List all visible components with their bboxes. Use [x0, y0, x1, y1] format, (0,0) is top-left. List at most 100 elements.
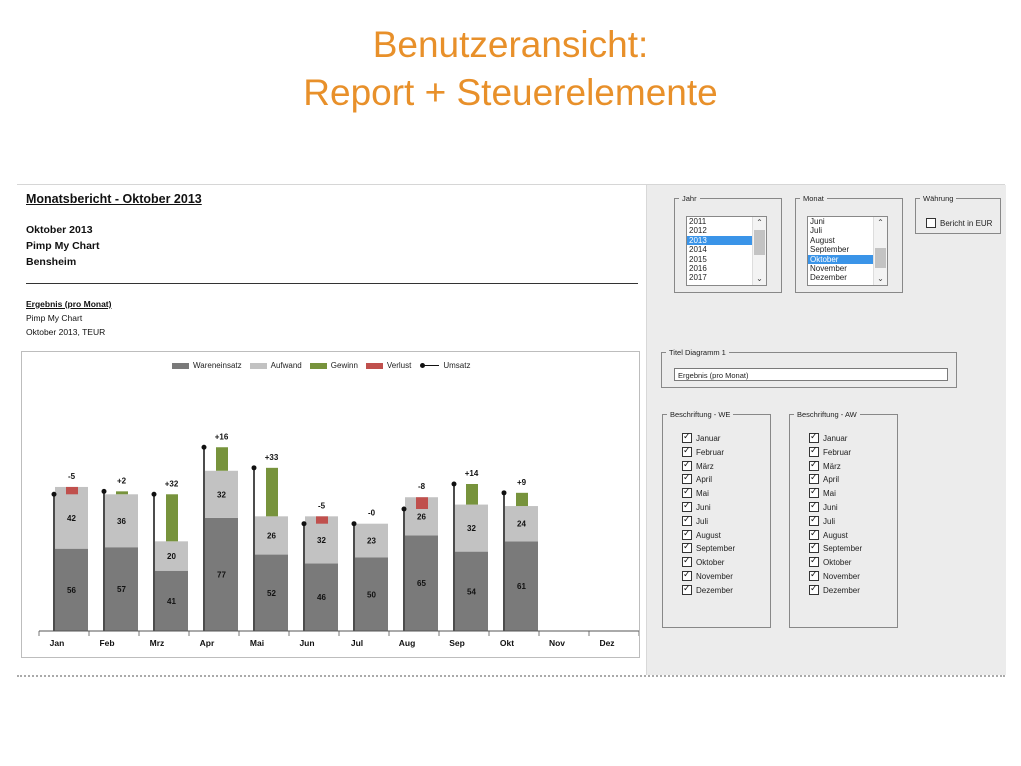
checkbox-label: Juli	[823, 516, 836, 526]
checkbox[interactable]	[682, 486, 692, 499]
checkbox[interactable]	[809, 569, 819, 581]
we-option-8[interactable]: September	[682, 541, 735, 554]
legend-label: Umsatz	[443, 361, 471, 370]
we-option-10[interactable]: November	[682, 569, 733, 582]
checkbox[interactable]	[682, 569, 692, 581]
jahr-label: Jahr	[682, 194, 697, 203]
aw-option-5[interactable]: Juni	[809, 500, 838, 513]
titel-input[interactable]: Ergebnis (pro Monat)	[674, 368, 948, 381]
we-option-1[interactable]: Februar	[682, 445, 724, 458]
bericht-in-eur-option[interactable]: Bericht in EUR	[926, 218, 992, 229]
monat-listbox[interactable]: Juni Juli August September Oktober November De…	[807, 216, 888, 286]
monat-option[interactable]: Oktober	[808, 254, 887, 264]
monat-option[interactable]: Juni	[810, 217, 825, 226]
monat-option[interactable]: November	[810, 263, 847, 273]
bar-aufwand	[105, 494, 138, 548]
checkbox[interactable]	[809, 541, 819, 554]
monat-option[interactable]: Dezember	[810, 273, 847, 283]
aw-option-11[interactable]: Dezember	[809, 583, 860, 596]
jahr-listbox[interactable]: 2011 2012 2013 2014 2015 2016 2017 ⌃ ⌄	[686, 216, 767, 286]
checkbox[interactable]	[682, 583, 692, 595]
checkbox[interactable]	[809, 459, 819, 471]
label-aufwand: 24	[517, 520, 526, 529]
checkbox[interactable]	[809, 555, 819, 568]
label-aufwand: 26	[267, 531, 276, 540]
aw-option-10[interactable]: November	[809, 569, 860, 582]
jahr-option[interactable]: 2016	[689, 263, 707, 273]
monat-option[interactable]: Juli	[810, 226, 823, 236]
umsatz-marker	[251, 465, 257, 471]
scroll-down-icon[interactable]: ⌄	[756, 274, 763, 283]
monat-scrollbar[interactable]: ⌃ ⌄	[873, 217, 887, 285]
aw-option-9[interactable]: Oktober	[809, 555, 851, 568]
checkbox[interactable]	[809, 514, 819, 526]
x-tick-label: Mai	[250, 638, 264, 648]
checkbox-label: Juli	[696, 516, 709, 526]
checkbox[interactable]	[682, 514, 692, 526]
we-option-3[interactable]: April	[682, 472, 713, 485]
x-tick-label: Feb	[99, 638, 114, 648]
we-option-2[interactable]: März	[682, 459, 714, 472]
checkbox[interactable]	[809, 528, 819, 540]
report-line-date: Oktober 2013	[26, 224, 93, 236]
bar-wareneinsatz	[105, 547, 138, 631]
checkbox[interactable]	[809, 445, 819, 457]
checkbox-label: April	[823, 475, 840, 485]
aw-option-1[interactable]: Februar	[809, 445, 852, 458]
aw-option-6[interactable]: Juli	[809, 514, 836, 527]
we-option-4[interactable]: Mai	[682, 486, 709, 499]
report-line-location: Bensheim	[26, 256, 77, 268]
legend-label: Verlust	[386, 361, 412, 370]
we-option-5[interactable]: Juni	[682, 500, 711, 513]
jahr-option[interactable]: 2011	[689, 217, 707, 226]
scroll-thumb[interactable]	[754, 230, 765, 255]
jahr-option[interactable]: 2014	[689, 245, 707, 255]
we-option-11[interactable]: Dezember	[682, 583, 733, 596]
checkbox[interactable]	[682, 445, 692, 457]
monat-option[interactable]: August	[810, 235, 835, 245]
checkbox[interactable]	[809, 583, 819, 595]
checkbox[interactable]	[809, 500, 819, 512]
result-chart: Wareneinsatz Aufwand Gewinn Verlust Umsatz J…	[21, 351, 640, 658]
jahr-option[interactable]: 2015	[689, 254, 707, 264]
aw-option-3[interactable]: April	[809, 472, 840, 485]
we-option-7[interactable]: August	[682, 528, 721, 541]
scroll-down-icon[interactable]: ⌄	[877, 274, 884, 283]
aw-option-0[interactable]: Januar	[809, 431, 847, 444]
jahr-option[interactable]: 2017	[689, 273, 707, 283]
we-option-9[interactable]: Oktober	[682, 555, 724, 568]
aw-option-8[interactable]: September	[809, 541, 862, 554]
label-aufwand: 32	[317, 536, 326, 545]
scroll-thumb[interactable]	[875, 248, 886, 268]
checkbox-label: April	[696, 475, 713, 485]
checkbox[interactable]	[682, 431, 692, 443]
checkbox[interactable]	[682, 555, 692, 568]
checkbox[interactable]	[809, 486, 819, 499]
legend-label: Aufwand	[270, 361, 302, 370]
scroll-up-icon[interactable]: ⌃	[756, 218, 763, 227]
scroll-up-icon[interactable]: ⌃	[877, 218, 884, 227]
monat-option[interactable]: September	[810, 245, 850, 255]
jahr-option[interactable]: 2012	[689, 226, 707, 236]
aw-option-4[interactable]: Mai	[809, 486, 836, 499]
bar-aufwand	[505, 506, 538, 542]
chart-canvas: Jan 56 42 -5 Feb 57 36 +2 Mrz 41 20 +32 Apr 77 32 +16 Ma…	[38, 432, 639, 648]
checkbox-label: Februar	[823, 447, 852, 457]
checkbox[interactable]	[682, 459, 692, 471]
bericht-in-eur-checkbox[interactable]	[926, 218, 936, 228]
we-option-6[interactable]: Juli	[682, 514, 709, 527]
checkbox[interactable]	[682, 528, 692, 540]
checkbox-label: August	[696, 530, 721, 540]
we-option-0[interactable]: Januar	[682, 431, 720, 444]
checkbox[interactable]	[682, 541, 692, 554]
legend-item: Aufwand	[249, 361, 302, 370]
jahr-scrollbar[interactable]: ⌃ ⌄	[752, 217, 766, 285]
checkbox[interactable]	[682, 500, 692, 512]
checkbox[interactable]	[809, 472, 819, 485]
checkbox[interactable]	[809, 431, 819, 443]
result-label: -8	[418, 482, 426, 491]
jahr-option[interactable]: 2013	[687, 235, 766, 246]
checkbox[interactable]	[682, 472, 692, 485]
aw-option-2[interactable]: März	[809, 459, 841, 472]
aw-option-7[interactable]: August	[809, 528, 848, 541]
